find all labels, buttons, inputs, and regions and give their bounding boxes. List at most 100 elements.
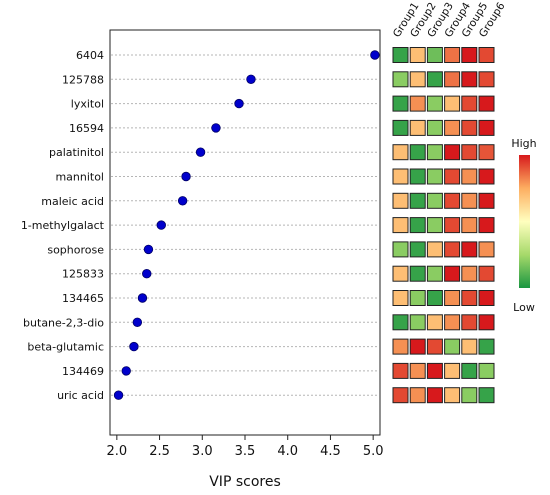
heatmap-cell: [426, 387, 443, 404]
heatmap-cell: [478, 314, 495, 331]
feature-label: 134465: [62, 292, 104, 305]
heatmap-cell: [461, 338, 478, 355]
x-tick-label: 4.0: [277, 444, 298, 459]
heatmap-cell: [426, 265, 443, 282]
heatmap-cell: [461, 387, 478, 404]
heatmap-cell: [426, 144, 443, 161]
heatmap-cell: [444, 119, 461, 136]
heatmap-cell: [444, 338, 461, 355]
plot-area-frame: [109, 29, 381, 436]
heatmap-cell: [392, 314, 409, 331]
heatmap-cell: [426, 314, 443, 331]
heatmap-cell: [444, 265, 461, 282]
heatmap-cell: [426, 192, 443, 209]
heatmap-cell: [426, 168, 443, 185]
heatmap-cell: [444, 241, 461, 258]
heatmap-cell: [461, 71, 478, 88]
data-point: [132, 317, 143, 328]
heatmap-cell: [409, 95, 426, 112]
x-tick-label: 2.5: [149, 444, 170, 459]
heatmap-cell: [444, 168, 461, 185]
data-point: [142, 269, 152, 279]
heatmap-cell: [392, 168, 409, 185]
data-point: [113, 390, 124, 400]
heatmap-cell: [444, 217, 461, 234]
data-point: [246, 74, 256, 85]
heatmap-cell: [444, 71, 461, 88]
feature-labels: 6404 125788 lyxitol 16594 palatinitol mannito…: [21, 49, 105, 402]
heatmap-cell: [392, 338, 409, 355]
heatmap-cell: [461, 217, 478, 234]
feature-label: 1-methylgalact: [21, 219, 105, 232]
heatmap-cell: [426, 71, 443, 88]
heatmap-cell: [478, 144, 495, 161]
heatmap-cell: [444, 192, 461, 209]
data-point: [211, 123, 221, 133]
x-tick-label: 5.0: [363, 444, 384, 459]
feature-label: 134469: [62, 365, 104, 378]
feature-label: 6404: [76, 49, 104, 62]
heatmap-cell: [444, 144, 461, 161]
heatmap-cell: [409, 314, 426, 331]
x-axis-title: VIP scores: [209, 474, 281, 490]
legend-color-bar: [519, 155, 530, 288]
heatmap-cell: [426, 217, 443, 234]
heatmap-cell: [478, 217, 495, 234]
heatmap-cell: [478, 47, 495, 63]
heatmap-cell: [478, 290, 495, 306]
feature-label: 125833: [62, 268, 104, 281]
data-point: [121, 366, 131, 376]
feature-label: uric acid: [57, 389, 104, 402]
heatmap-cell: [444, 47, 461, 63]
heatmap-cell: [444, 95, 461, 112]
heatmap-cell: [392, 71, 409, 88]
heatmap-cell: [444, 290, 461, 306]
heatmap-cell: [392, 265, 409, 282]
feature-label: butane-2,3-dio: [23, 316, 104, 329]
heatmap-cell: [478, 387, 495, 404]
heatmap-cell: [461, 168, 478, 185]
heatmap-cell: [392, 290, 409, 306]
grid-lines: [111, 54, 379, 396]
heatmap-cell: [392, 387, 409, 404]
heatmap-cell: [409, 119, 426, 136]
data-point: [370, 50, 380, 60]
x-tick-label: 3.0: [192, 444, 213, 459]
data-point: [137, 293, 148, 303]
legend-low-label: Low: [513, 301, 535, 314]
heatmap-cell: [392, 119, 409, 136]
heatmap-cell: [478, 119, 495, 136]
heatmap-cell: [409, 168, 426, 185]
heatmap-cell: [426, 95, 443, 112]
heatmap-cell: [478, 241, 495, 258]
heatmap-cell: [461, 119, 478, 136]
data-point: [181, 171, 191, 182]
data-point: [234, 98, 244, 109]
heatmap-cell: [409, 290, 426, 306]
heatmap-cell: [478, 168, 495, 185]
heatmap-cell: [461, 290, 478, 306]
heatmap-cell: [409, 192, 426, 209]
data-point: [143, 244, 154, 255]
heatmap-cell: [461, 192, 478, 209]
feature-label: beta-glutamic: [27, 341, 104, 354]
heatmap-cell: [409, 338, 426, 355]
x-tick-label: 3.5: [235, 444, 256, 459]
heatmap-cell: [426, 290, 443, 306]
heatmap-cell: [409, 387, 426, 404]
heatmap-cell: [478, 192, 495, 209]
heatmap-cell: [392, 217, 409, 234]
heatmap-cell: [426, 241, 443, 258]
feature-label: lyxitol: [71, 98, 104, 111]
heatmap-cell: [478, 95, 495, 112]
x-axis: 2.0 2.5 3.0 3.5 4.0 4.5 5.0: [106, 435, 384, 459]
heatmap-cell: [392, 47, 409, 63]
heatmap-cell: [461, 314, 478, 331]
data-point: [156, 220, 166, 230]
heatmap-cell: [409, 362, 426, 379]
heatmap-cell: [478, 71, 495, 88]
heatmap-cell: [478, 338, 495, 355]
heatmap-cell: [461, 144, 478, 161]
